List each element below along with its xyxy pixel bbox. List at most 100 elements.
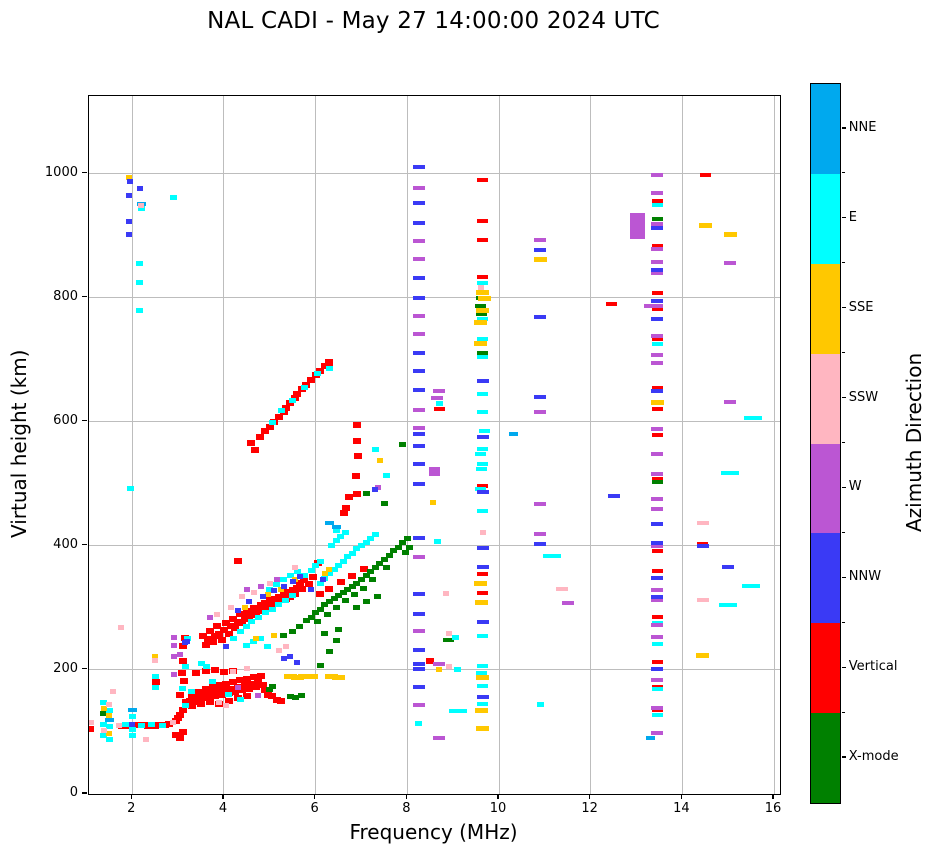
data-point [412,201,425,206]
data-point [207,614,214,620]
data-point [259,594,266,600]
data-point [651,260,664,265]
x-tick-label: 4 [218,801,228,816]
data-point [261,599,270,606]
data-point [251,446,260,453]
data-point [698,223,712,229]
data-point [210,692,219,699]
data-point [126,485,134,491]
data-point [607,494,620,499]
gridline-x [406,96,408,794]
data-point [475,303,487,308]
data-point [214,611,221,617]
data-point [170,635,177,641]
gridline-y [89,421,780,423]
data-point [277,697,286,704]
data-point [645,736,655,741]
data-point [323,611,331,617]
data-point [171,732,180,739]
data-point [224,630,233,637]
data-point [651,341,663,346]
data-point [277,597,286,604]
data-point [106,730,113,736]
data-point [651,635,664,640]
data-point [476,726,490,732]
data-point [308,586,315,592]
data-point [474,581,488,587]
data-point [353,452,362,459]
y-tick [82,171,87,174]
data-point [297,673,311,679]
y-tick-label: 200 [53,660,78,676]
data-point [651,568,663,573]
data-point [177,651,184,657]
data-point [332,538,340,544]
data-point [476,490,489,495]
data-point [187,691,196,698]
data-point [475,486,487,491]
gridline-x [315,96,317,794]
data-point [415,721,423,727]
data-point [362,539,370,545]
data-point [243,623,251,629]
data-point [151,673,159,679]
data-point [696,597,709,602]
data-point [297,586,306,593]
data-point [651,594,664,599]
data-point [445,630,452,636]
data-point [394,544,402,550]
colorbar-tick-label: W [848,479,862,495]
data-point [206,699,215,706]
data-point [106,701,113,707]
data-point [326,566,333,572]
data-point [279,591,288,598]
data-point [316,606,324,612]
data-point [412,648,425,653]
data-point [477,571,489,576]
data-point [201,642,210,649]
data-point [651,385,663,390]
data-point [367,569,375,575]
data-point [406,544,414,550]
data-point [264,643,272,649]
gridline-x [681,96,683,794]
data-point [254,614,262,620]
data-point [278,586,285,592]
data-point [152,653,159,659]
data-point [477,285,484,291]
data-point [651,216,663,221]
data-point [651,713,663,718]
data-point [294,659,301,665]
data-point [651,298,664,303]
data-point [274,593,283,600]
data-point [233,618,242,625]
data-point [651,337,663,342]
data-point [170,642,177,648]
data-point [289,397,297,403]
data-point [100,699,108,705]
data-point [651,497,664,502]
data-point [289,579,296,585]
colorbar-boundary-tick [841,621,845,623]
data-point [330,596,338,602]
data-point [229,679,238,686]
data-point [605,301,617,306]
data-point [100,732,108,738]
data-point [270,595,279,602]
gridline-x [773,96,775,794]
data-point [476,290,490,296]
colorbar-boundary-tick [841,442,845,443]
data-point [240,681,249,688]
colorbar-segment-w [811,443,840,534]
data-point [651,620,663,625]
data-point [651,426,664,431]
data-point [477,350,489,355]
data-point [255,693,262,699]
data-point [280,583,287,589]
gridline-y [89,545,780,547]
data-point [353,580,361,586]
data-point [412,276,425,281]
data-point [371,532,379,538]
data-point [199,691,208,698]
data-point [284,589,293,596]
